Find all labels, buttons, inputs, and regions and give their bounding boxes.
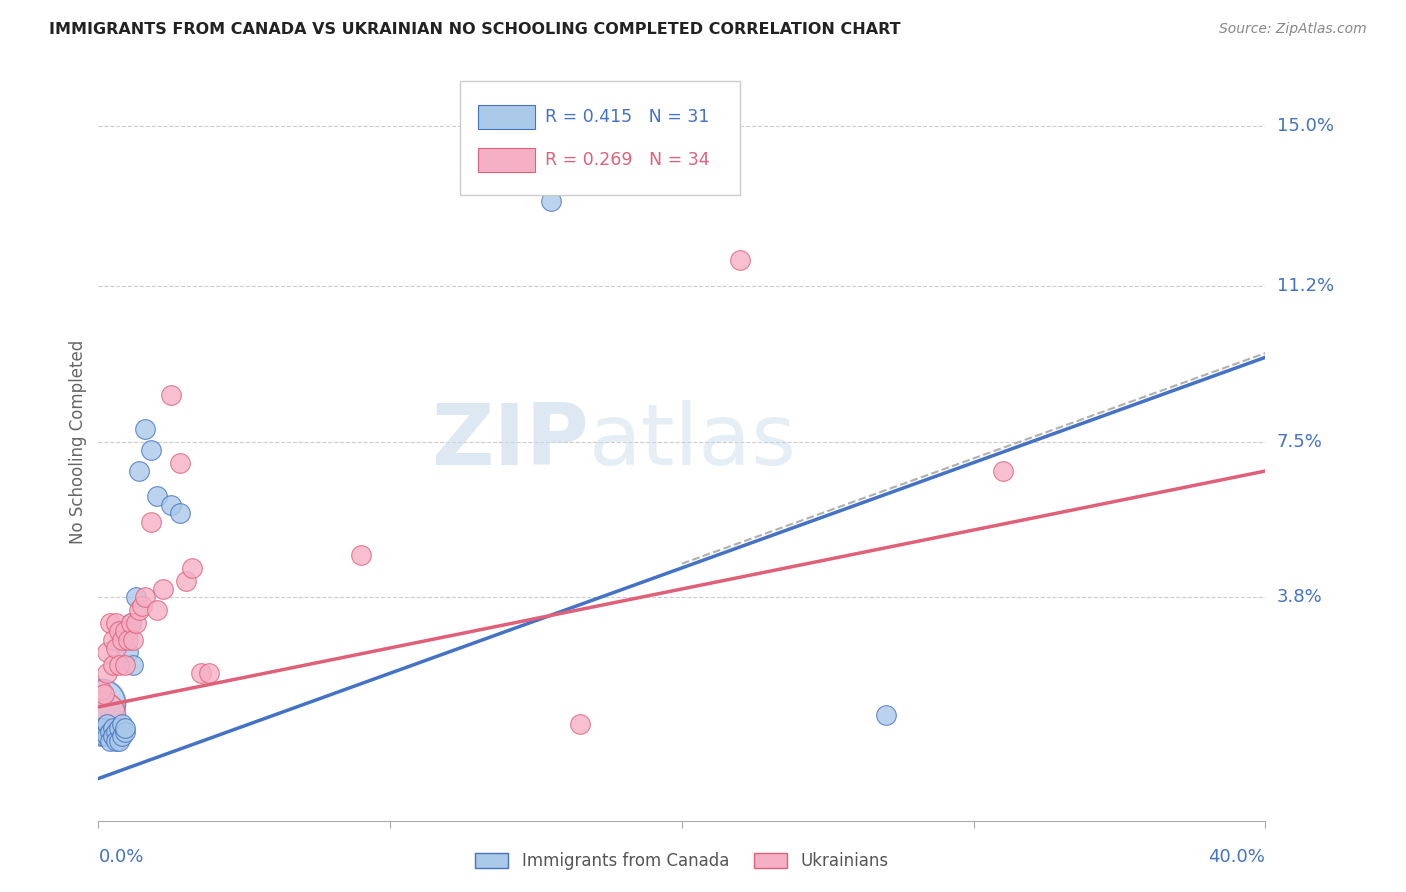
Point xyxy=(131,599,153,613)
Point xyxy=(111,632,134,647)
Point xyxy=(139,515,162,529)
Point xyxy=(101,721,124,735)
Point xyxy=(730,253,752,268)
Point xyxy=(93,687,115,701)
Point xyxy=(98,733,121,747)
Point xyxy=(169,506,191,520)
Point xyxy=(98,725,121,739)
Point xyxy=(152,582,174,596)
Text: 0.0%: 0.0% xyxy=(98,848,143,866)
Point xyxy=(101,730,124,744)
Point xyxy=(104,733,127,747)
Point xyxy=(96,666,118,681)
Point xyxy=(190,666,212,681)
Point xyxy=(174,574,197,588)
Point xyxy=(146,489,169,503)
Text: atlas: atlas xyxy=(589,400,797,483)
Point xyxy=(101,632,124,647)
Point xyxy=(108,657,131,672)
Point xyxy=(146,603,169,617)
Point xyxy=(114,624,136,639)
Point xyxy=(96,730,118,744)
Point xyxy=(117,645,139,659)
Point xyxy=(108,721,131,735)
Text: R = 0.269   N = 34: R = 0.269 N = 34 xyxy=(546,152,710,169)
Point xyxy=(117,624,139,639)
Point xyxy=(101,657,124,672)
Point xyxy=(198,666,221,681)
Point xyxy=(122,657,145,672)
Point xyxy=(114,657,136,672)
FancyBboxPatch shape xyxy=(460,81,741,195)
Point xyxy=(96,716,118,731)
Point xyxy=(90,708,112,723)
Text: IMMIGRANTS FROM CANADA VS UKRAINIAN NO SCHOOLING COMPLETED CORRELATION CHART: IMMIGRANTS FROM CANADA VS UKRAINIAN NO S… xyxy=(49,22,901,37)
Point xyxy=(96,645,118,659)
Text: ZIP: ZIP xyxy=(430,400,589,483)
Point xyxy=(128,603,150,617)
Point xyxy=(90,696,112,710)
Point xyxy=(90,721,112,735)
Point xyxy=(540,194,562,209)
Point xyxy=(111,730,134,744)
Point xyxy=(350,548,373,563)
Text: 11.2%: 11.2% xyxy=(1277,277,1334,294)
FancyBboxPatch shape xyxy=(478,148,534,172)
Point xyxy=(160,498,183,512)
Point xyxy=(104,615,127,630)
Text: 7.5%: 7.5% xyxy=(1277,433,1323,450)
Point xyxy=(134,422,156,436)
Point xyxy=(120,615,142,630)
Point xyxy=(568,716,591,731)
Point xyxy=(125,591,148,605)
Point xyxy=(139,442,162,457)
Point xyxy=(875,708,897,723)
Point xyxy=(108,733,131,747)
Text: R = 0.415   N = 31: R = 0.415 N = 31 xyxy=(546,108,710,126)
Point xyxy=(180,561,202,575)
Point xyxy=(125,615,148,630)
Point xyxy=(120,615,142,630)
Point xyxy=(93,730,115,744)
Point xyxy=(114,721,136,735)
Point xyxy=(991,464,1014,478)
Text: 15.0%: 15.0% xyxy=(1277,117,1333,135)
Point xyxy=(90,683,112,698)
FancyBboxPatch shape xyxy=(478,105,534,129)
Point xyxy=(104,640,127,655)
Point xyxy=(134,591,156,605)
Point xyxy=(128,464,150,478)
Point xyxy=(90,730,112,744)
Point xyxy=(160,388,183,402)
Point xyxy=(104,725,127,739)
Point xyxy=(111,716,134,731)
Point xyxy=(122,632,145,647)
Point xyxy=(93,721,115,735)
Point xyxy=(108,624,131,639)
Point xyxy=(114,725,136,739)
Point xyxy=(98,615,121,630)
Point xyxy=(117,632,139,647)
Y-axis label: No Schooling Completed: No Schooling Completed xyxy=(69,340,87,543)
Text: Source: ZipAtlas.com: Source: ZipAtlas.com xyxy=(1219,22,1367,37)
Text: 3.8%: 3.8% xyxy=(1277,589,1322,607)
Point xyxy=(169,456,191,470)
Legend: Immigrants from Canada, Ukrainians: Immigrants from Canada, Ukrainians xyxy=(468,846,896,877)
Text: 40.0%: 40.0% xyxy=(1209,848,1265,866)
